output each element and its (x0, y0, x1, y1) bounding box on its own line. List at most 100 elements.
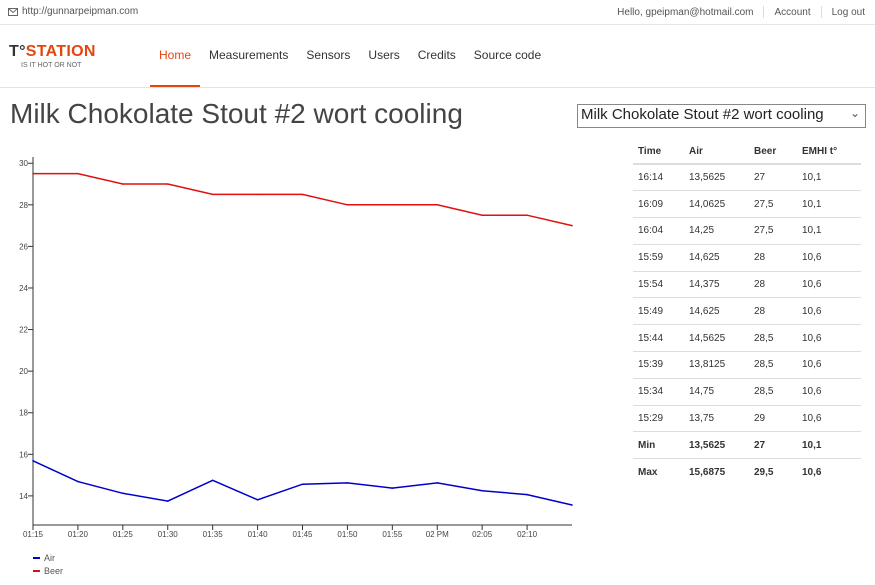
cell-emhi: 10,6 (797, 378, 861, 406)
data-point-beer (122, 183, 124, 185)
data-point-air (391, 487, 394, 489)
legend-item-beer: Beer (33, 564, 63, 577)
data-point-beer (211, 193, 214, 196)
cell-emhi: 10,6 (797, 271, 861, 299)
data-point-beer (436, 204, 439, 206)
x-tick-label: 01:40 (248, 530, 269, 539)
nav-item-source-code[interactable]: Source code (473, 48, 542, 62)
table-row: 16:04 14,25 27,5 10,1 (633, 217, 861, 245)
nav-menu: Home Measurements Sensors Users Credits … (150, 25, 550, 87)
data-point-air (166, 500, 169, 502)
nav-item-sensors[interactable]: Sensors (306, 48, 351, 62)
y-tick-label: 18 (19, 409, 28, 418)
x-tick-label: 02:10 (517, 530, 538, 539)
y-tick-label: 26 (19, 242, 28, 251)
selected-option: Milk Chokolate Stout #2 wort cooling (581, 106, 824, 123)
cell-emhi: 10,1 (797, 217, 861, 245)
cell-time: 16:04 (633, 217, 684, 245)
cell-emhi: 10,6 (797, 297, 861, 326)
cell-emhi: 10,1 (797, 190, 861, 219)
summary-row: Min 13,5625 27 10,1 (633, 431, 861, 460)
cell-air: 14,5625 (684, 324, 749, 353)
nav-item-home[interactable]: Home (150, 25, 201, 87)
table-body: 16:14 13,5625 27 10,1 16:09 14,0625 27,5 10,1 16… (633, 164, 861, 486)
account-link[interactable]: Account (774, 6, 811, 18)
y-tick-label: 20 (19, 367, 28, 376)
cell-air: 14,625 (684, 244, 749, 272)
legend-label-air: Air (44, 552, 55, 563)
cell-beer: 27,5 (749, 217, 797, 245)
table-row: 15:44 14,5625 28,5 10,6 (633, 324, 861, 353)
cell-beer: 28 (749, 244, 797, 272)
y-tick-label: 28 (19, 201, 28, 210)
nav-item-users[interactable]: Users (368, 48, 400, 62)
x-tick-label: 01:55 (382, 530, 403, 539)
legend-item-air: Air (33, 551, 63, 564)
cell-air: 15,6875 (689, 466, 726, 478)
data-point-air (301, 483, 304, 485)
y-tick-label: 16 (19, 450, 28, 459)
cell-time: 15:44 (633, 324, 684, 353)
site-link[interactable]: http://gunnarpeipman.com (8, 6, 138, 17)
cell-beer: 28 (749, 271, 797, 299)
x-tick-label: 01:45 (292, 530, 313, 539)
x-tick-label: 01:20 (68, 530, 89, 539)
brand-tagline: IS IT HOT OR NOT (21, 62, 82, 69)
data-point-air (346, 482, 349, 484)
x-tick-label: 01:50 (337, 530, 358, 539)
x-tick-label: 01:25 (113, 530, 134, 539)
x-tick-label: 02:05 (472, 530, 493, 539)
data-point-beer (391, 204, 394, 206)
measurement-select[interactable]: Milk Chokolate Stout #2 wort cooling ⌄ (577, 104, 866, 128)
cell-time: 15:34 (633, 378, 684, 406)
data-point-beer (77, 172, 79, 175)
cell-emhi: 10,6 (797, 244, 861, 272)
data-point-beer (166, 183, 169, 185)
cell-air: 13,5625 (684, 431, 749, 460)
cell-emhi: 10,6 (797, 351, 861, 379)
divider (763, 6, 765, 18)
cell-air: 14,625 (684, 297, 749, 326)
brand-t: T° (9, 43, 26, 60)
data-point-air (481, 489, 483, 492)
chart-legend: Air Beer (33, 551, 63, 577)
data-point-beer (571, 224, 573, 227)
main-navbar: T°STATION IS IT HOT OR NOT Home Measurem… (0, 25, 875, 88)
top-bar: http://gunnarpeipman.com Hello, gpeipman… (0, 0, 875, 25)
table-row: 15:39 13,8125 28,5 10,6 (633, 351, 861, 379)
data-point-beer (301, 193, 304, 196)
cell-air: 14,75 (684, 378, 749, 406)
data-point-beer (32, 172, 34, 175)
table-row: 15:59 14,625 28 10,6 (633, 244, 861, 272)
envelope-icon (8, 7, 18, 16)
logout-link[interactable]: Log out (831, 6, 865, 18)
data-point-beer (256, 193, 259, 196)
cell-beer: 27 (749, 164, 797, 192)
data-point-air (32, 460, 34, 462)
data-point-air (436, 482, 439, 484)
legend-label-beer: Beer (44, 565, 64, 576)
series-line-air (32, 460, 573, 506)
x-tick-label: 01:35 (203, 530, 224, 539)
temperature-chart: 14 16 18 20 22 24 26 28 30 01:15 01:20 01:25 01:30 01… (19, 157, 573, 539)
brand-logo[interactable]: T°STATION IS IT HOT OR NOT (9, 43, 96, 69)
site-url[interactable]: http://gunnarpeipman.com (22, 6, 139, 17)
series-line-beer (33, 172, 573, 227)
nav-item-measurements[interactable]: Measurements (209, 48, 289, 62)
cell-beer: 28,5 (749, 351, 797, 379)
data-point-air (211, 479, 214, 482)
data-point-beer (526, 214, 528, 217)
cell-beer: 29 (749, 405, 797, 433)
table-row: 16:14 13,5625 27 10,1 (633, 164, 861, 192)
data-point-air (122, 492, 124, 495)
data-point-air (571, 504, 573, 506)
cell-time: 16:09 (633, 190, 684, 219)
cell-air: 13,75 (684, 405, 749, 433)
cell-beer: 28 (749, 297, 797, 326)
y-tick-label: 24 (19, 284, 28, 293)
cell-beer: 27,5 (749, 190, 797, 219)
cell-time: 15:54 (633, 271, 684, 299)
table-row: 15:49 14,625 28 10,6 (633, 297, 861, 326)
nav-item-credits[interactable]: Credits (417, 48, 456, 62)
table-row: 15:54 14,375 28 10,6 (633, 271, 861, 299)
